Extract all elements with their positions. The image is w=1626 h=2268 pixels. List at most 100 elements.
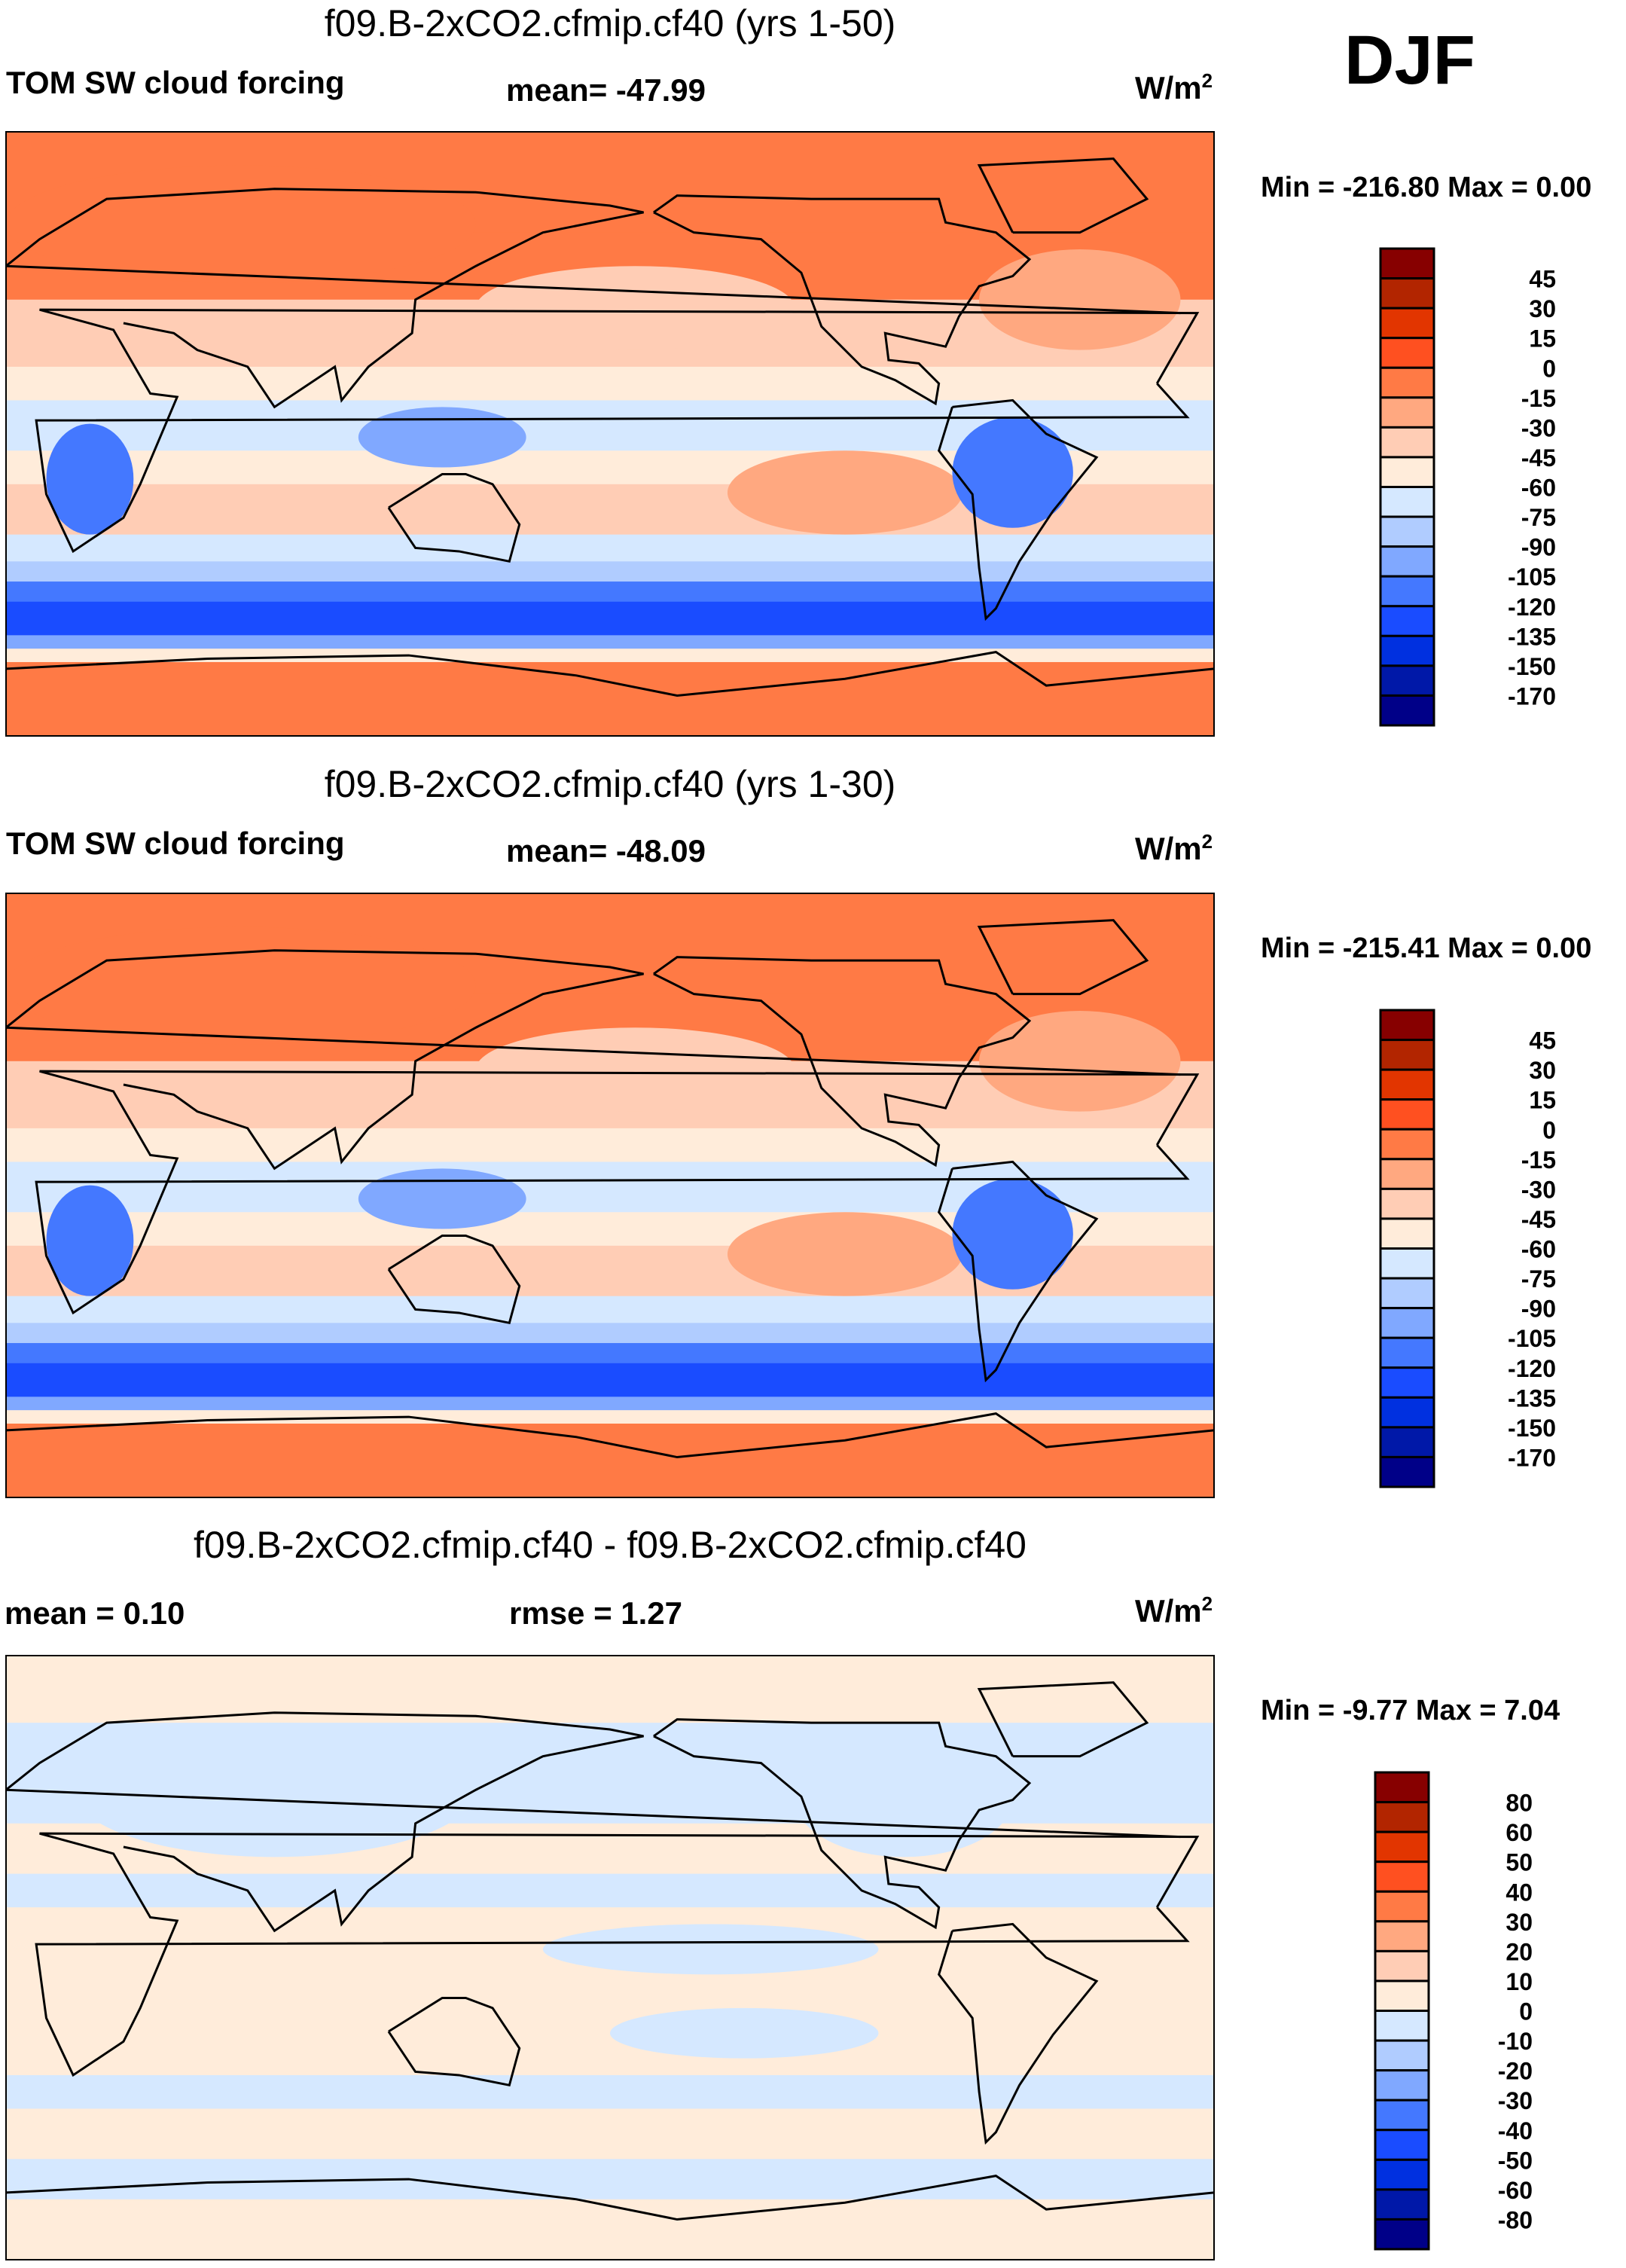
colorbar-box: [1379, 1009, 1435, 1042]
zonal-band: [6, 1397, 1214, 1412]
colorbar-label: 30: [1529, 1057, 1556, 1084]
region-southern-africa: [46, 423, 134, 535]
colorbar-box: [1374, 1890, 1430, 1923]
region-north-america: [795, 1739, 1013, 1857]
zonal-band: [6, 661, 1214, 736]
colorbar-box: [1374, 2010, 1430, 2042]
colorbar-label: -75: [1521, 1265, 1556, 1293]
region-south-america: [952, 417, 1073, 528]
region-north-pacific: [475, 266, 795, 350]
zonal-band: [6, 1423, 1214, 1497]
coastline: [653, 956, 1032, 1168]
colorbar-box: [1379, 1098, 1435, 1131]
colorbar-box: [1379, 337, 1435, 369]
zonal-band: [6, 561, 1214, 583]
colorbar-box: [1379, 396, 1435, 429]
colorbar-label: -45: [1521, 1206, 1556, 1233]
colorbar-label: -105: [1508, 563, 1556, 591]
zonal-band: [6, 2159, 1214, 2200]
colorbar-label: 45: [1529, 266, 1556, 293]
coastline: [35, 1070, 1200, 1315]
colorbar-box: [1379, 545, 1435, 578]
zonal-band: [6, 635, 1214, 650]
colorbar-label: -50: [1498, 2147, 1533, 2174]
zonal-band: [6, 1128, 1214, 1163]
colorbar-box: [1374, 1980, 1430, 2012]
colorbar-box: [1379, 1247, 1435, 1280]
panel-1-minmax: Min = -216.80 Max = 0.00: [1261, 172, 1592, 203]
colorbar-label: -120: [1508, 594, 1556, 621]
panel-2-variable: TOM SW cloud forcing: [6, 826, 345, 861]
region-eurasia: [6, 926, 476, 1045]
colorbar-box: [1374, 2188, 1430, 2221]
colorbar-box: [1379, 1158, 1435, 1190]
region-north-pacific: [475, 1027, 795, 1112]
colorbar-label: 20: [1505, 1938, 1533, 1965]
colorbar-label: 60: [1505, 1819, 1533, 1846]
region-tropical-pacific: [542, 1924, 879, 1975]
panel-1-units: W/m2: [1135, 69, 1213, 106]
region-southeast-pacific: [727, 1212, 962, 1296]
zonal-band: [6, 581, 1214, 603]
coastline: [977, 1681, 1149, 1758]
panel-2-units: W/m2: [1135, 830, 1213, 867]
colorbar-box: [1379, 366, 1435, 399]
map-panel-3: [5, 1655, 1215, 2260]
colorbar-label: -105: [1508, 1325, 1556, 1352]
colorbar-box: [1379, 1396, 1435, 1429]
colorbar-label: -30: [1498, 2087, 1533, 2114]
colorbar-label: 0: [1542, 355, 1556, 382]
coastline: [6, 188, 1181, 409]
colorbar-label: 45: [1529, 1027, 1556, 1055]
colorbar-label: -150: [1508, 1415, 1556, 1442]
panel-3-mean: mean = 0.10: [5, 1595, 185, 1631]
colorbar-box: [1374, 1771, 1430, 1804]
panel-2-minmax: Min = -215.41 Max = 0.00: [1261, 933, 1592, 964]
colorbar-box: [1374, 2218, 1430, 2251]
colorbar-label: -170: [1508, 682, 1556, 710]
zonal-band: [6, 649, 1214, 663]
map-frame: [5, 893, 1215, 1498]
zonal-band: [6, 534, 1214, 563]
colorbar-box: [1379, 247, 1435, 280]
colorbar-label: -10: [1498, 2028, 1533, 2055]
colorbar-box: [1374, 1949, 1430, 1983]
colorbar-label: -15: [1521, 385, 1556, 412]
colorbar-box: [1374, 2099, 1430, 2132]
zonal-band: [6, 1656, 1214, 1724]
coastline: [977, 157, 1149, 234]
units-text: W/m: [1135, 70, 1202, 105]
colorbar-label: 30: [1529, 295, 1556, 322]
colorbar-box: [1379, 1277, 1435, 1310]
colorbar-box: [1374, 2158, 1430, 2191]
colorbar-label: 15: [1529, 1087, 1556, 1114]
map-frame: [5, 1655, 1215, 2260]
colorbar-label: -30: [1521, 414, 1556, 441]
colorbar-box: [1374, 1920, 1430, 1952]
coastline: [937, 1160, 1099, 1383]
region-southern-africa: [46, 1185, 134, 1296]
colorbar-box: [1374, 1801, 1430, 1833]
region-southeast-pacific: [727, 450, 962, 535]
colorbar-box: [1379, 1217, 1435, 1250]
colorbar-box: [1374, 2039, 1430, 2072]
units-text: W/m: [1135, 1593, 1202, 1629]
colorbar-box: [1379, 486, 1435, 518]
colorbar-box: [1379, 1336, 1435, 1369]
region-north-atlantic: [979, 1010, 1181, 1112]
colorbar-label: -15: [1521, 1146, 1556, 1174]
colorbar-label: 80: [1505, 1790, 1533, 1817]
region-eurasia: [6, 165, 476, 283]
colorbar-label: 15: [1529, 325, 1556, 353]
colorbar-label: 0: [1542, 1116, 1556, 1143]
panel-1-mean: mean= -47.99: [506, 72, 706, 108]
colorbar-box: [1379, 1455, 1435, 1488]
colorbar-label: 40: [1505, 1879, 1533, 1906]
map-field: [6, 1656, 1214, 2260]
colorbar-label: -80: [1498, 2206, 1533, 2233]
zonal-band: [6, 1873, 1214, 1909]
panel-2-title: f09.B-2xCO2.cfmip.cf40 (yrs 1-30): [324, 763, 896, 805]
zonal-band: [6, 1343, 1214, 1364]
zonal-band: [6, 1363, 1214, 1398]
zonal-band: [6, 2108, 1214, 2160]
